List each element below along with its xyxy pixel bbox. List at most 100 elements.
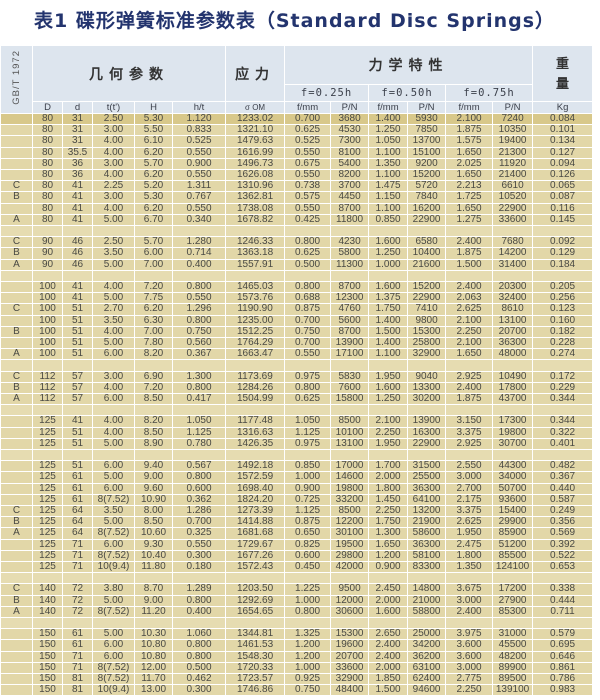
empty-cell — [330, 359, 370, 372]
table-row: 150 61 5.00 10.30 1.060 1344.81 1.325 15300 2.65… — [0, 628, 594, 641]
table-cell: 1.650 — [445, 146, 494, 159]
table-cell: 112 — [32, 370, 63, 383]
series-cell: B — [0, 594, 33, 607]
table-cell: 0.650 — [284, 527, 332, 540]
table-cell: 15800 — [330, 393, 370, 406]
table-cell: 85900 — [492, 527, 534, 540]
empty-cell — [532, 359, 594, 372]
table-cell: 0.462 — [171, 673, 227, 686]
table-cell: 80 — [32, 191, 63, 204]
table-cell: 2.925 — [445, 370, 494, 383]
table-cell: 61 — [62, 493, 93, 507]
table-cell: 125 — [32, 482, 63, 495]
table-cell: 8500 — [330, 415, 370, 428]
table-cell: 0.983 — [532, 684, 594, 697]
table-cell: 51 — [62, 314, 93, 327]
table-cell: 1.600 — [368, 281, 409, 294]
table-cell: 36300 — [407, 482, 447, 495]
empty-cell — [0, 572, 33, 585]
separator-row — [0, 449, 594, 462]
table-cell: 7.75 — [134, 292, 173, 305]
table-row: 150 81 8(7.52) 11.70 0.462 1723.57 0.925 32900 1… — [0, 673, 594, 686]
table-cell: 21000 — [407, 594, 447, 607]
table-cell: 13.00 — [134, 684, 173, 697]
table-cell: 0.344 — [532, 415, 594, 428]
table-cell: 1.950 — [368, 437, 409, 451]
table-cell: 4.00 — [92, 169, 135, 182]
table-row: A 80 41 5.00 6.70 0.340 1678.82 0.425 11800 0.850… — [0, 213, 594, 227]
table-cell: 0.228 — [532, 337, 594, 350]
table-cell: 8.50 — [134, 516, 173, 529]
table-cell: 0.184 — [532, 258, 594, 271]
table-cell: 29800 — [330, 549, 370, 563]
empty-cell — [492, 225, 534, 238]
table-cell: 72 — [62, 583, 93, 596]
empty-cell — [532, 269, 594, 283]
table-row: 150 71 8(7.52) 12.00 0.500 1720.33 1.000 33600 2… — [0, 661, 594, 675]
table-cell: 14200 — [492, 247, 534, 260]
table-cell: 22900 — [407, 292, 447, 305]
table-cell: 2.400 — [445, 236, 494, 249]
series-cell: C — [0, 303, 33, 316]
table-cell: 19400 — [492, 135, 534, 148]
empty-cell — [92, 572, 135, 585]
table-cell: 5.30 — [134, 112, 173, 126]
table-cell: 125 — [32, 561, 63, 574]
table-row: 80 36 4.00 6.20 0.550 1626.08 0.550 8200 1.100 15… — [0, 169, 594, 182]
table-cell: 80 — [32, 157, 63, 171]
empty-cell — [368, 617, 409, 630]
table-cell: 1.875 — [445, 393, 494, 406]
table-cell: 0.134 — [532, 135, 594, 148]
table-cell: 1681.68 — [225, 527, 286, 540]
empty-cell — [532, 572, 594, 585]
table-cell: 0.123 — [532, 303, 594, 316]
empty-cell — [330, 572, 370, 585]
table-cell: 10(9.4) — [92, 684, 135, 697]
table-cell: 3.00 — [92, 157, 135, 171]
table-cell: 1.450 — [368, 493, 409, 507]
table-cell: 2.400 — [368, 650, 409, 663]
table-cell: 33600 — [492, 213, 534, 227]
table-cell: 1173.69 — [225, 370, 286, 383]
table-cell: 3.600 — [445, 639, 494, 652]
empty-cell — [171, 404, 227, 417]
table-cell: 0.092 — [532, 236, 594, 249]
table-row: 125 71 8(7.52) 10.40 0.300 1677.26 0.600 29800 1… — [0, 549, 594, 563]
series-cell: C — [0, 370, 33, 383]
table-cell: 41 — [62, 191, 93, 204]
series-cell — [0, 157, 33, 171]
table-cell: 2.025 — [445, 157, 494, 171]
table-cell: 0.340 — [171, 213, 227, 227]
table-cell: 1177.48 — [225, 415, 286, 428]
empty-cell — [532, 225, 594, 238]
table-cell: 81 — [62, 673, 93, 686]
table-cell: 1.500 — [368, 325, 409, 339]
table-cell: 42000 — [330, 561, 370, 574]
table-cell: 1.750 — [368, 303, 409, 316]
empty-cell — [532, 617, 594, 630]
series-cell: A — [0, 213, 33, 227]
table-cell: 0.600 — [171, 482, 227, 495]
table-cell: 0.800 — [171, 281, 227, 294]
table-cell: 51 — [62, 426, 93, 439]
table-cell: 8700 — [330, 325, 370, 339]
table-cell: 5.00 — [92, 292, 135, 305]
table-cell: 0.833 — [171, 124, 227, 137]
column-header: f/mm — [445, 101, 494, 114]
table-cell: 3.50 — [92, 247, 135, 260]
table-cell: 1.875 — [445, 247, 494, 260]
table-cell: 2.700 — [445, 482, 494, 495]
empty-cell — [0, 449, 33, 462]
table-cell: 64 — [62, 516, 93, 529]
series-cell — [0, 493, 33, 507]
table-cell: 2.250 — [368, 426, 409, 439]
series-cell: C — [0, 583, 33, 596]
table-cell: 6.20 — [134, 303, 173, 316]
table-cell: 2.450 — [368, 583, 409, 596]
table-cell: 0.900 — [284, 482, 332, 495]
empty-cell — [62, 449, 93, 462]
table-cell: 0.205 — [532, 281, 594, 294]
empty-cell — [284, 617, 332, 630]
table-row: 125 61 6.00 9.60 0.600 1698.40 0.900 19800 1.800… — [0, 482, 594, 495]
table-cell: 5830 — [330, 370, 370, 383]
